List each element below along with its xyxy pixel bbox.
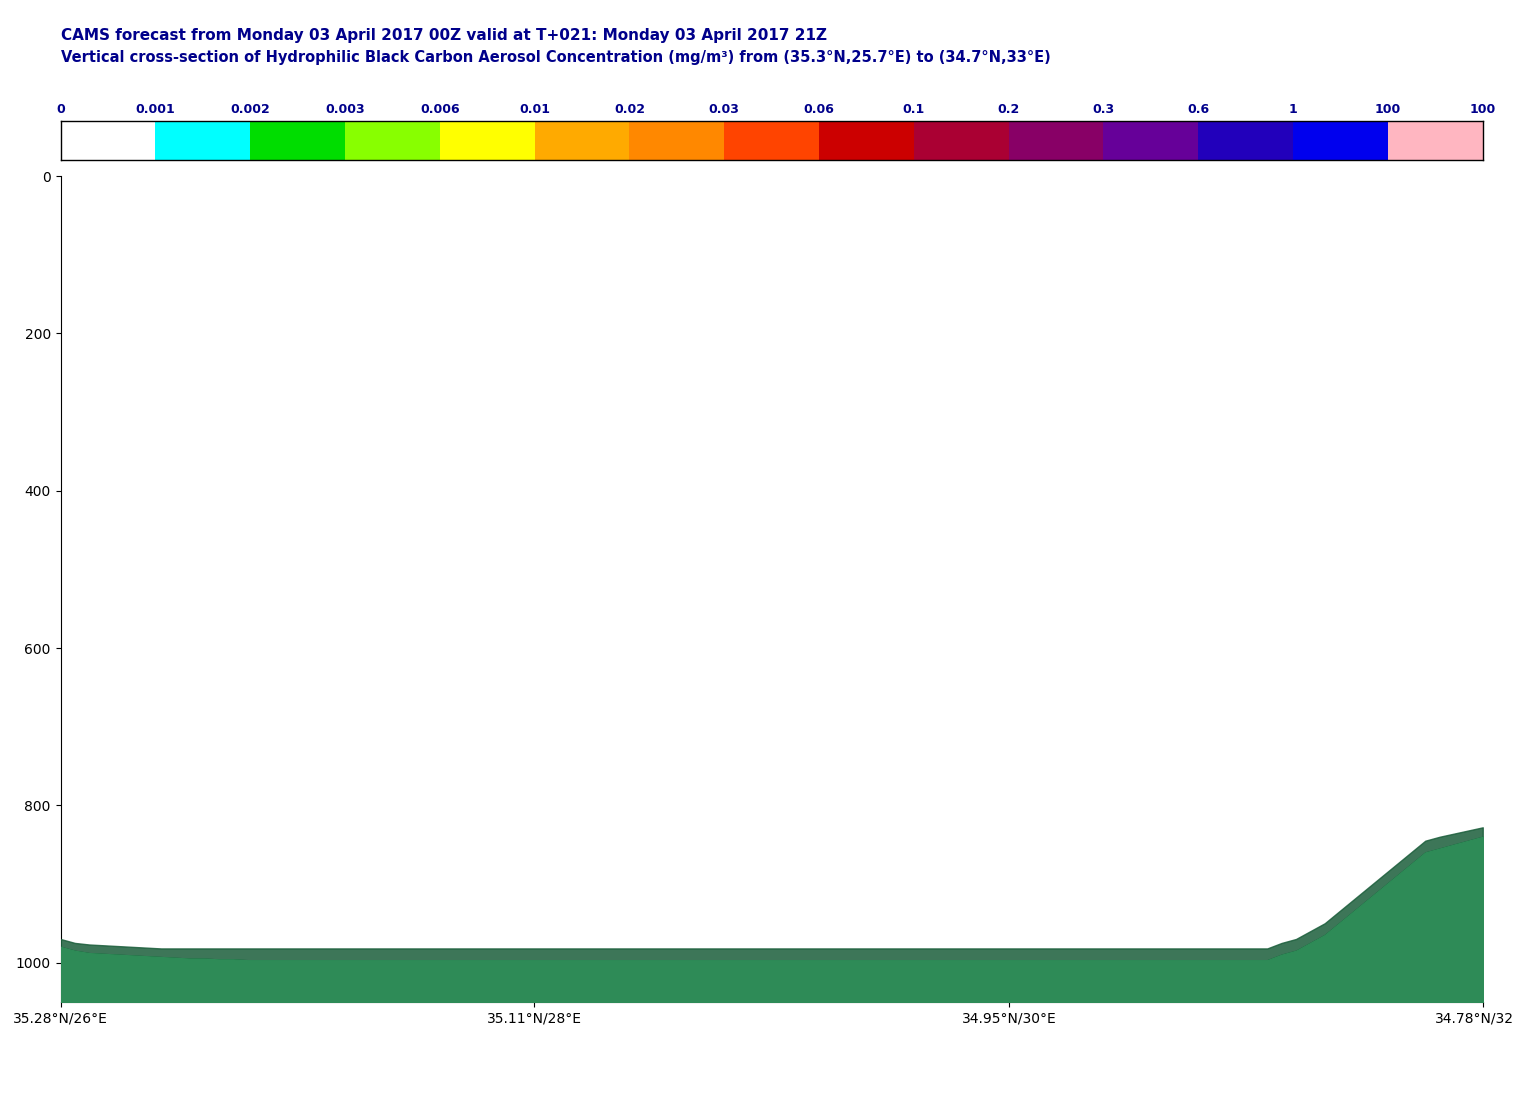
Text: 0.002: 0.002 bbox=[230, 102, 269, 116]
Text: 0.001: 0.001 bbox=[136, 102, 176, 116]
Text: 0.3: 0.3 bbox=[1092, 102, 1115, 116]
Text: 0: 0 bbox=[56, 102, 65, 116]
Text: 0.003: 0.003 bbox=[325, 102, 365, 116]
Text: 0.6: 0.6 bbox=[1188, 102, 1209, 116]
Bar bbox=[629, 121, 725, 160]
Text: 1: 1 bbox=[1289, 102, 1298, 116]
Bar bbox=[914, 121, 1009, 160]
Bar bbox=[1103, 121, 1198, 160]
Text: 100: 100 bbox=[1469, 102, 1496, 116]
Bar bbox=[1009, 121, 1103, 160]
Bar bbox=[819, 121, 914, 160]
Text: 0.06: 0.06 bbox=[803, 102, 835, 116]
Text: Vertical cross-section of Hydrophilic Black Carbon Aerosol Concentration (mg/m³): Vertical cross-section of Hydrophilic Bl… bbox=[61, 50, 1050, 65]
Bar bbox=[1198, 121, 1294, 160]
Text: 0.2: 0.2 bbox=[997, 102, 1020, 116]
Text: CAMS forecast from Monday 03 April 2017 00Z valid at T+021: Monday 03 April 2017: CAMS forecast from Monday 03 April 2017 … bbox=[61, 28, 826, 43]
Bar bbox=[1387, 121, 1483, 160]
Text: 0.02: 0.02 bbox=[614, 102, 645, 116]
Text: 0.01: 0.01 bbox=[519, 102, 551, 116]
Bar bbox=[1294, 121, 1387, 160]
Bar bbox=[345, 121, 440, 160]
Text: 0.1: 0.1 bbox=[903, 102, 924, 116]
Bar bbox=[61, 121, 156, 160]
Text: 0.006: 0.006 bbox=[421, 102, 460, 116]
Bar bbox=[534, 121, 629, 160]
Text: 100: 100 bbox=[1375, 102, 1401, 116]
Text: 0.03: 0.03 bbox=[708, 102, 740, 116]
Bar bbox=[440, 121, 534, 160]
Bar bbox=[156, 121, 250, 160]
Bar bbox=[250, 121, 345, 160]
Bar bbox=[725, 121, 819, 160]
